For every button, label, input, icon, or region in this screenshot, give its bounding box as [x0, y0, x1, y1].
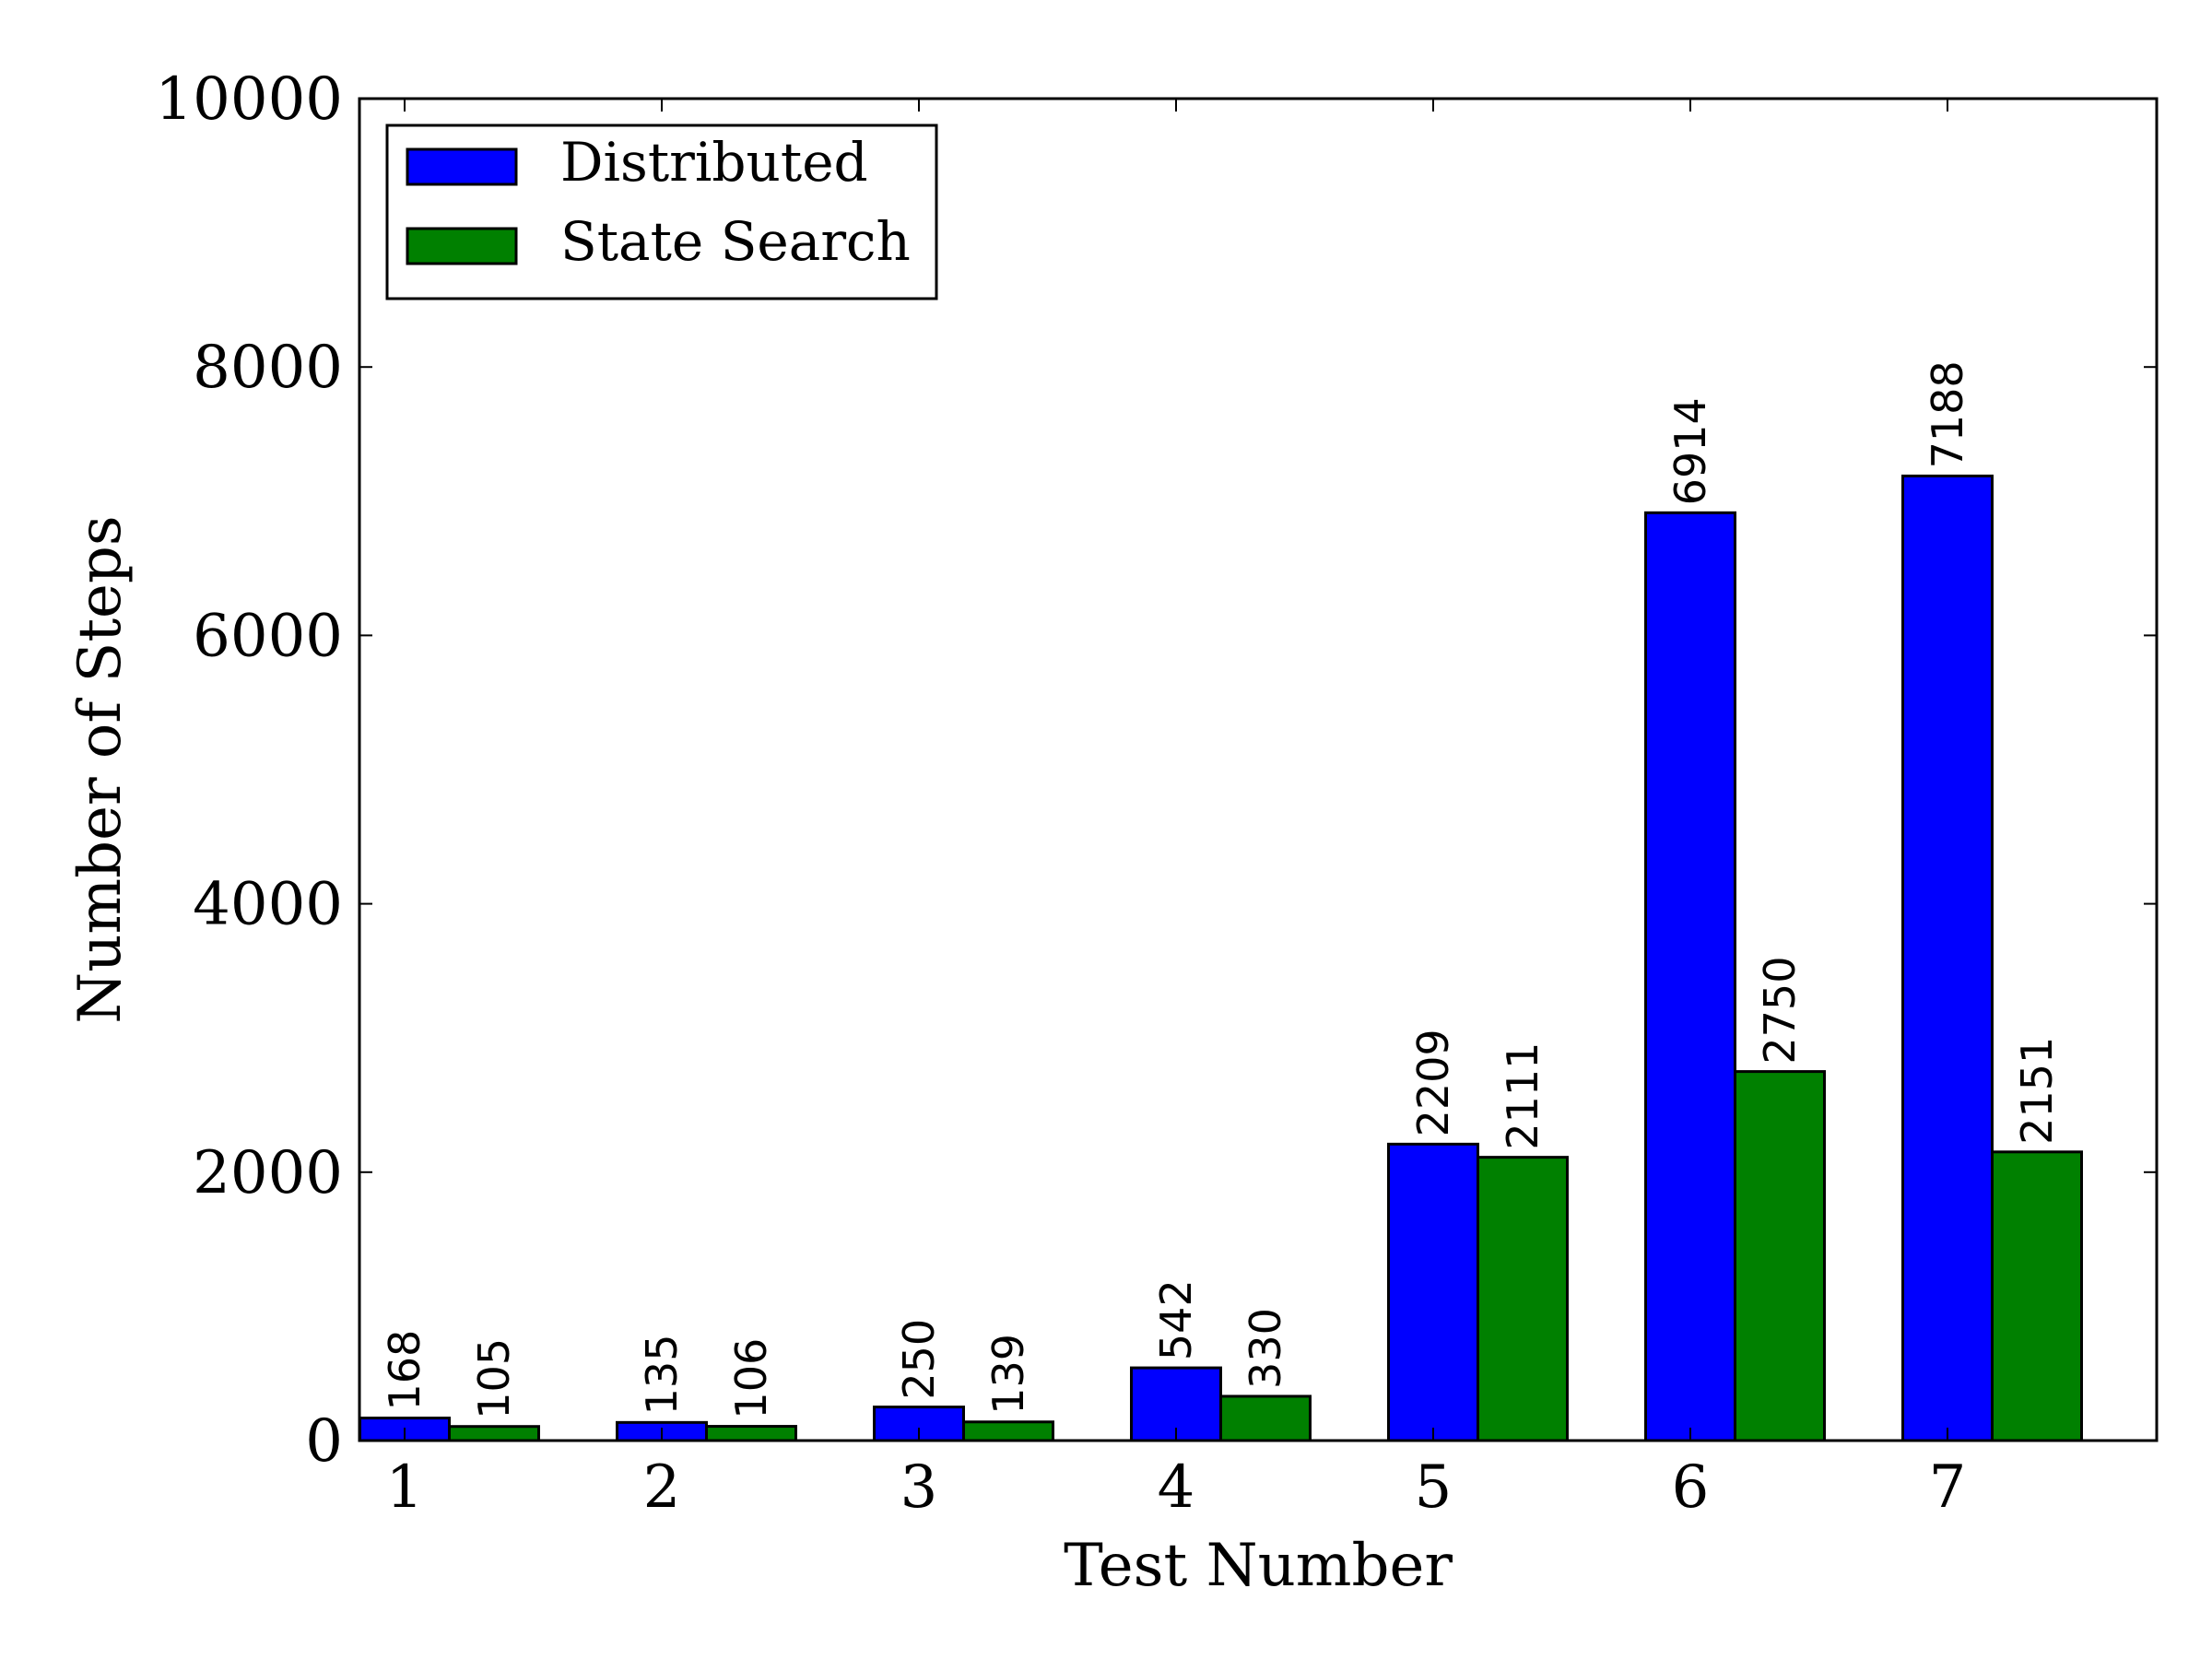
y-tick-label-6000: 6000	[193, 602, 343, 670]
value-label-distributed-6: 6914	[1665, 397, 1715, 505]
bar-distributed-7	[1901, 474, 1994, 1442]
bar-state-search-1	[448, 1425, 540, 1442]
legend-label-distributed: Distributed	[560, 131, 868, 194]
y-tick-label-2000: 2000	[193, 1139, 343, 1207]
y-tick-label-0: 0	[305, 1407, 343, 1476]
value-label-state-search-4: 330	[1241, 1308, 1290, 1389]
bar-state-search-3	[962, 1420, 1054, 1442]
x-tick-label-3: 3	[900, 1453, 938, 1522]
bar-distributed-5	[1387, 1142, 1479, 1442]
value-label-state-search-5: 2111	[1498, 1042, 1547, 1150]
legend: Distributed State Search	[385, 124, 938, 300]
bar-state-search-7	[1991, 1150, 2083, 1442]
bar-state-search-5	[1477, 1156, 1569, 1442]
value-label-state-search-6: 2750	[1755, 957, 1805, 1065]
bar-distributed-6	[1644, 511, 1736, 1442]
value-label-state-search-2: 106	[726, 1338, 776, 1419]
legend-swatch-distributed	[406, 147, 518, 186]
x-tick-label-4: 4	[1158, 1453, 1195, 1522]
value-label-distributed-5: 2209	[1408, 1029, 1458, 1136]
bar-state-search-4	[1219, 1394, 1312, 1442]
bar-state-search-2	[705, 1425, 797, 1442]
value-label-distributed-1: 168	[380, 1330, 429, 1411]
x-tick-label-2: 2	[643, 1453, 681, 1522]
bar-state-search-6	[1734, 1070, 1826, 1442]
x-tick-label-1: 1	[386, 1453, 424, 1522]
x-tick-label-7: 7	[1929, 1453, 1967, 1522]
value-label-distributed-4: 542	[1151, 1279, 1201, 1360]
value-label-distributed-7: 7188	[1923, 360, 1972, 468]
x-tick-label-6: 6	[1672, 1453, 1710, 1522]
ticks-layer	[359, 98, 2157, 1441]
value-label-state-search-7: 2151	[2012, 1037, 2062, 1145]
legend-label-state-search: State Search	[560, 210, 911, 273]
value-label-distributed-2: 135	[637, 1335, 687, 1416]
value-label-state-search-3: 139	[983, 1334, 1033, 1415]
plot-frame	[358, 97, 2159, 1442]
x-axis-label: Test Number	[1064, 1532, 1453, 1600]
value-labels-layer: 168 135 250 542 2209 6914 7188 105 106 139 330 2111…	[380, 360, 2062, 1418]
y-tick-label-8000: 8000	[193, 334, 343, 402]
y-tick-label-4000: 4000	[193, 871, 343, 939]
legend-swatch-state-search	[406, 227, 518, 265]
x-tick-label-5: 5	[1415, 1453, 1453, 1522]
value-label-state-search-1: 105	[469, 1338, 519, 1419]
value-label-distributed-3: 250	[894, 1319, 944, 1400]
tick-labels-layer: 1 2 3 4 5 6 7 0 2000 4000 6000 8000 10000	[155, 65, 1966, 1522]
bars-layer	[359, 474, 2083, 1442]
y-axis-label: Number of Steps	[66, 515, 135, 1024]
y-tick-label-10000: 10000	[155, 65, 343, 134]
